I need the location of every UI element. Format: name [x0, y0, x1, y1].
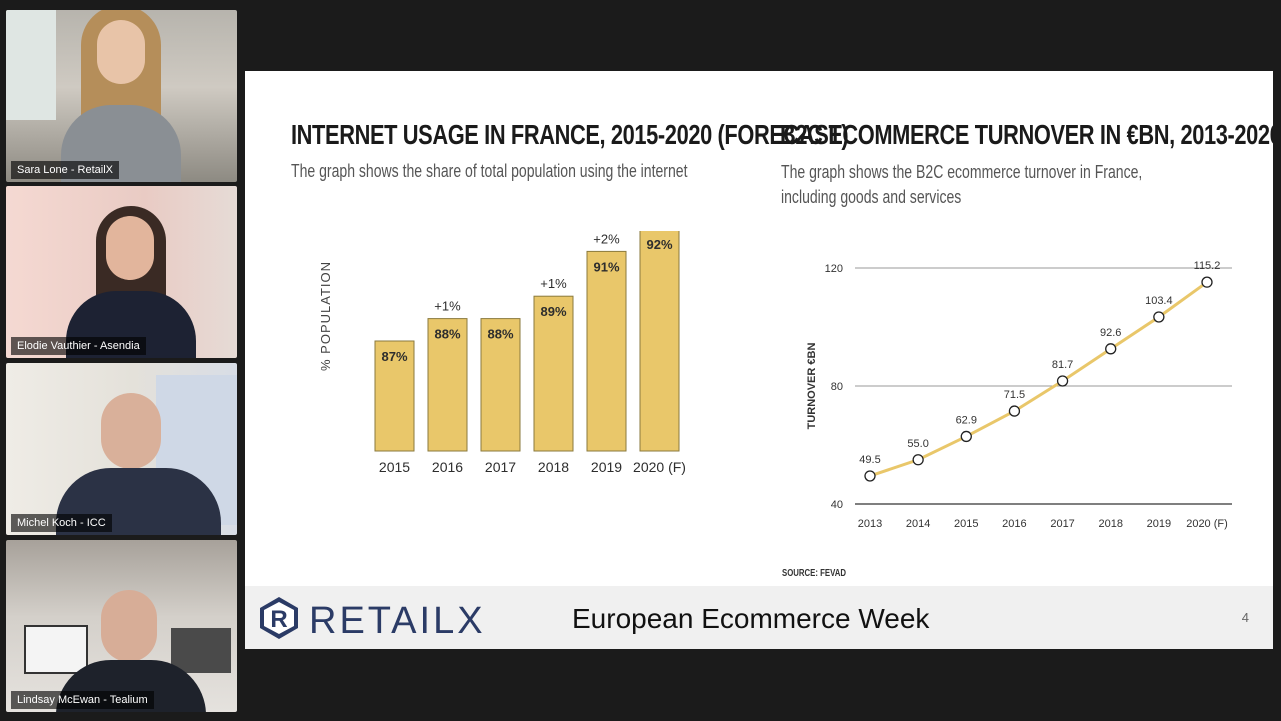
x-tick-label: 2019 [591, 459, 622, 475]
x-tick-label: 2016 [432, 459, 463, 475]
bar-change-label: +1% [434, 299, 461, 314]
event-title: European Ecommerce Week [572, 603, 930, 634]
slide-footer: R RETAILX European Ecommerce Week 4 [245, 586, 1273, 649]
data-label: 49.5 [859, 454, 880, 466]
window-background [6, 10, 56, 120]
bar [639, 231, 680, 452]
x-tick-label: 2019 [1147, 518, 1171, 530]
data-point [1201, 276, 1213, 288]
x-tick-label: 2018 [1098, 518, 1122, 530]
right-chart-title: B2C ECOMMERCE TURNOVER IN €BN, 2013-2020… [780, 119, 1273, 150]
data-point [1153, 311, 1165, 323]
participant-video [51, 388, 221, 535]
x-tick-label: 2015 [954, 518, 978, 530]
bar-value-label: 91% [593, 259, 619, 274]
participant-video [61, 10, 181, 182]
wall-frame [24, 625, 88, 674]
bar-value-label: 92% [646, 237, 672, 252]
bar [427, 318, 468, 452]
participant-tile-2[interactable]: Elodie Vauthier - Asendia [6, 186, 237, 358]
series-line [869, 280, 1208, 478]
x-tick-label: 2017 [1050, 518, 1074, 530]
slide-page-number: 4 [1241, 610, 1249, 625]
participant-name: Michel Koch - ICC [11, 514, 112, 532]
y-tick-label: 40 [831, 499, 843, 511]
data-point [1008, 405, 1021, 417]
bar-value-label: 87% [381, 349, 407, 364]
data-label: 92.6 [1100, 327, 1121, 339]
participant-name: Elodie Vauthier - Asendia [11, 337, 146, 355]
data-label: 103.4 [1145, 295, 1173, 307]
participant-tile-3[interactable]: Michel Koch - ICC [6, 363, 237, 535]
bar [533, 295, 574, 452]
wall-frame [171, 628, 231, 673]
bar [480, 318, 521, 452]
x-tick-label: 2013 [858, 518, 882, 530]
participant-name: Sara Lone - RetailX [11, 161, 119, 179]
left-chart-title: INTERNET USAGE IN FRANCE, 2015-2020 (FOR… [291, 119, 849, 150]
participant-tile-1[interactable]: Sara Lone - RetailX [6, 10, 237, 182]
right-chart-subtitle-line1: The graph shows the B2C ecommerce turnov… [781, 162, 1143, 182]
participant-video [51, 585, 211, 712]
data-point [864, 470, 876, 482]
bar-change-label: +2% [593, 231, 620, 246]
retailx-logo-text: RETAILX [309, 600, 486, 642]
source-label: SOURCE: FEVAD [782, 568, 846, 579]
participant-video [61, 201, 201, 358]
data-label: 81.7 [1052, 359, 1073, 371]
x-tick-label: 2017 [485, 459, 516, 475]
bar-chart-svg: % POPULATION 87% 2015 88% +1% 2016 88% 2017 89% +… [318, 231, 686, 475]
bar-value-label: 89% [540, 304, 566, 319]
retailx-logo-icon: R [257, 596, 301, 640]
bar-chart-ylabel: % POPULATION [318, 261, 333, 371]
bar [374, 340, 415, 452]
bar-value-label: 88% [434, 327, 460, 342]
bar-value-label: 88% [487, 327, 513, 342]
x-tick-label: 2018 [538, 459, 569, 475]
x-tick-label: 2020 (F) [633, 459, 686, 475]
data-label: 55.0 [907, 438, 928, 450]
data-label: 115.2 [1194, 260, 1221, 272]
bar-change-label: +1% [540, 276, 567, 291]
x-tick-label: 2015 [379, 459, 410, 475]
data-point [1105, 343, 1117, 355]
x-tick-label: 2014 [906, 518, 930, 530]
data-label: 71.5 [1004, 389, 1025, 401]
right-chart-subtitle-line2: including goods and services [781, 187, 962, 207]
participant-name: Lindsay McEwan - Tealium [11, 691, 154, 709]
data-label: 62.9 [956, 414, 977, 426]
svg-text:R: R [270, 606, 287, 633]
left-chart-subtitle: The graph shows the share of total popul… [291, 161, 688, 181]
data-point [912, 454, 924, 466]
bar [586, 250, 627, 452]
x-tick-label: 2016 [1002, 518, 1026, 530]
shared-slide: INTERNET USAGE IN FRANCE, 2015-2020 (FOR… [245, 71, 1273, 649]
y-tick-label: 120 [825, 263, 843, 275]
y-tick-label: 80 [831, 381, 843, 393]
data-point [1056, 375, 1069, 387]
x-tick-label: 2020 (F) [1186, 518, 1228, 530]
line-chart-ylabel: TURNOVER €BN [806, 343, 818, 430]
participant-tile-4[interactable]: Lindsay McEwan - Tealium [6, 540, 237, 712]
data-point [960, 430, 972, 443]
line-chart-svg: TURNOVER €BN 40 80 120 49.5 2013 55.0 2014 62.9 2… [806, 260, 1232, 530]
